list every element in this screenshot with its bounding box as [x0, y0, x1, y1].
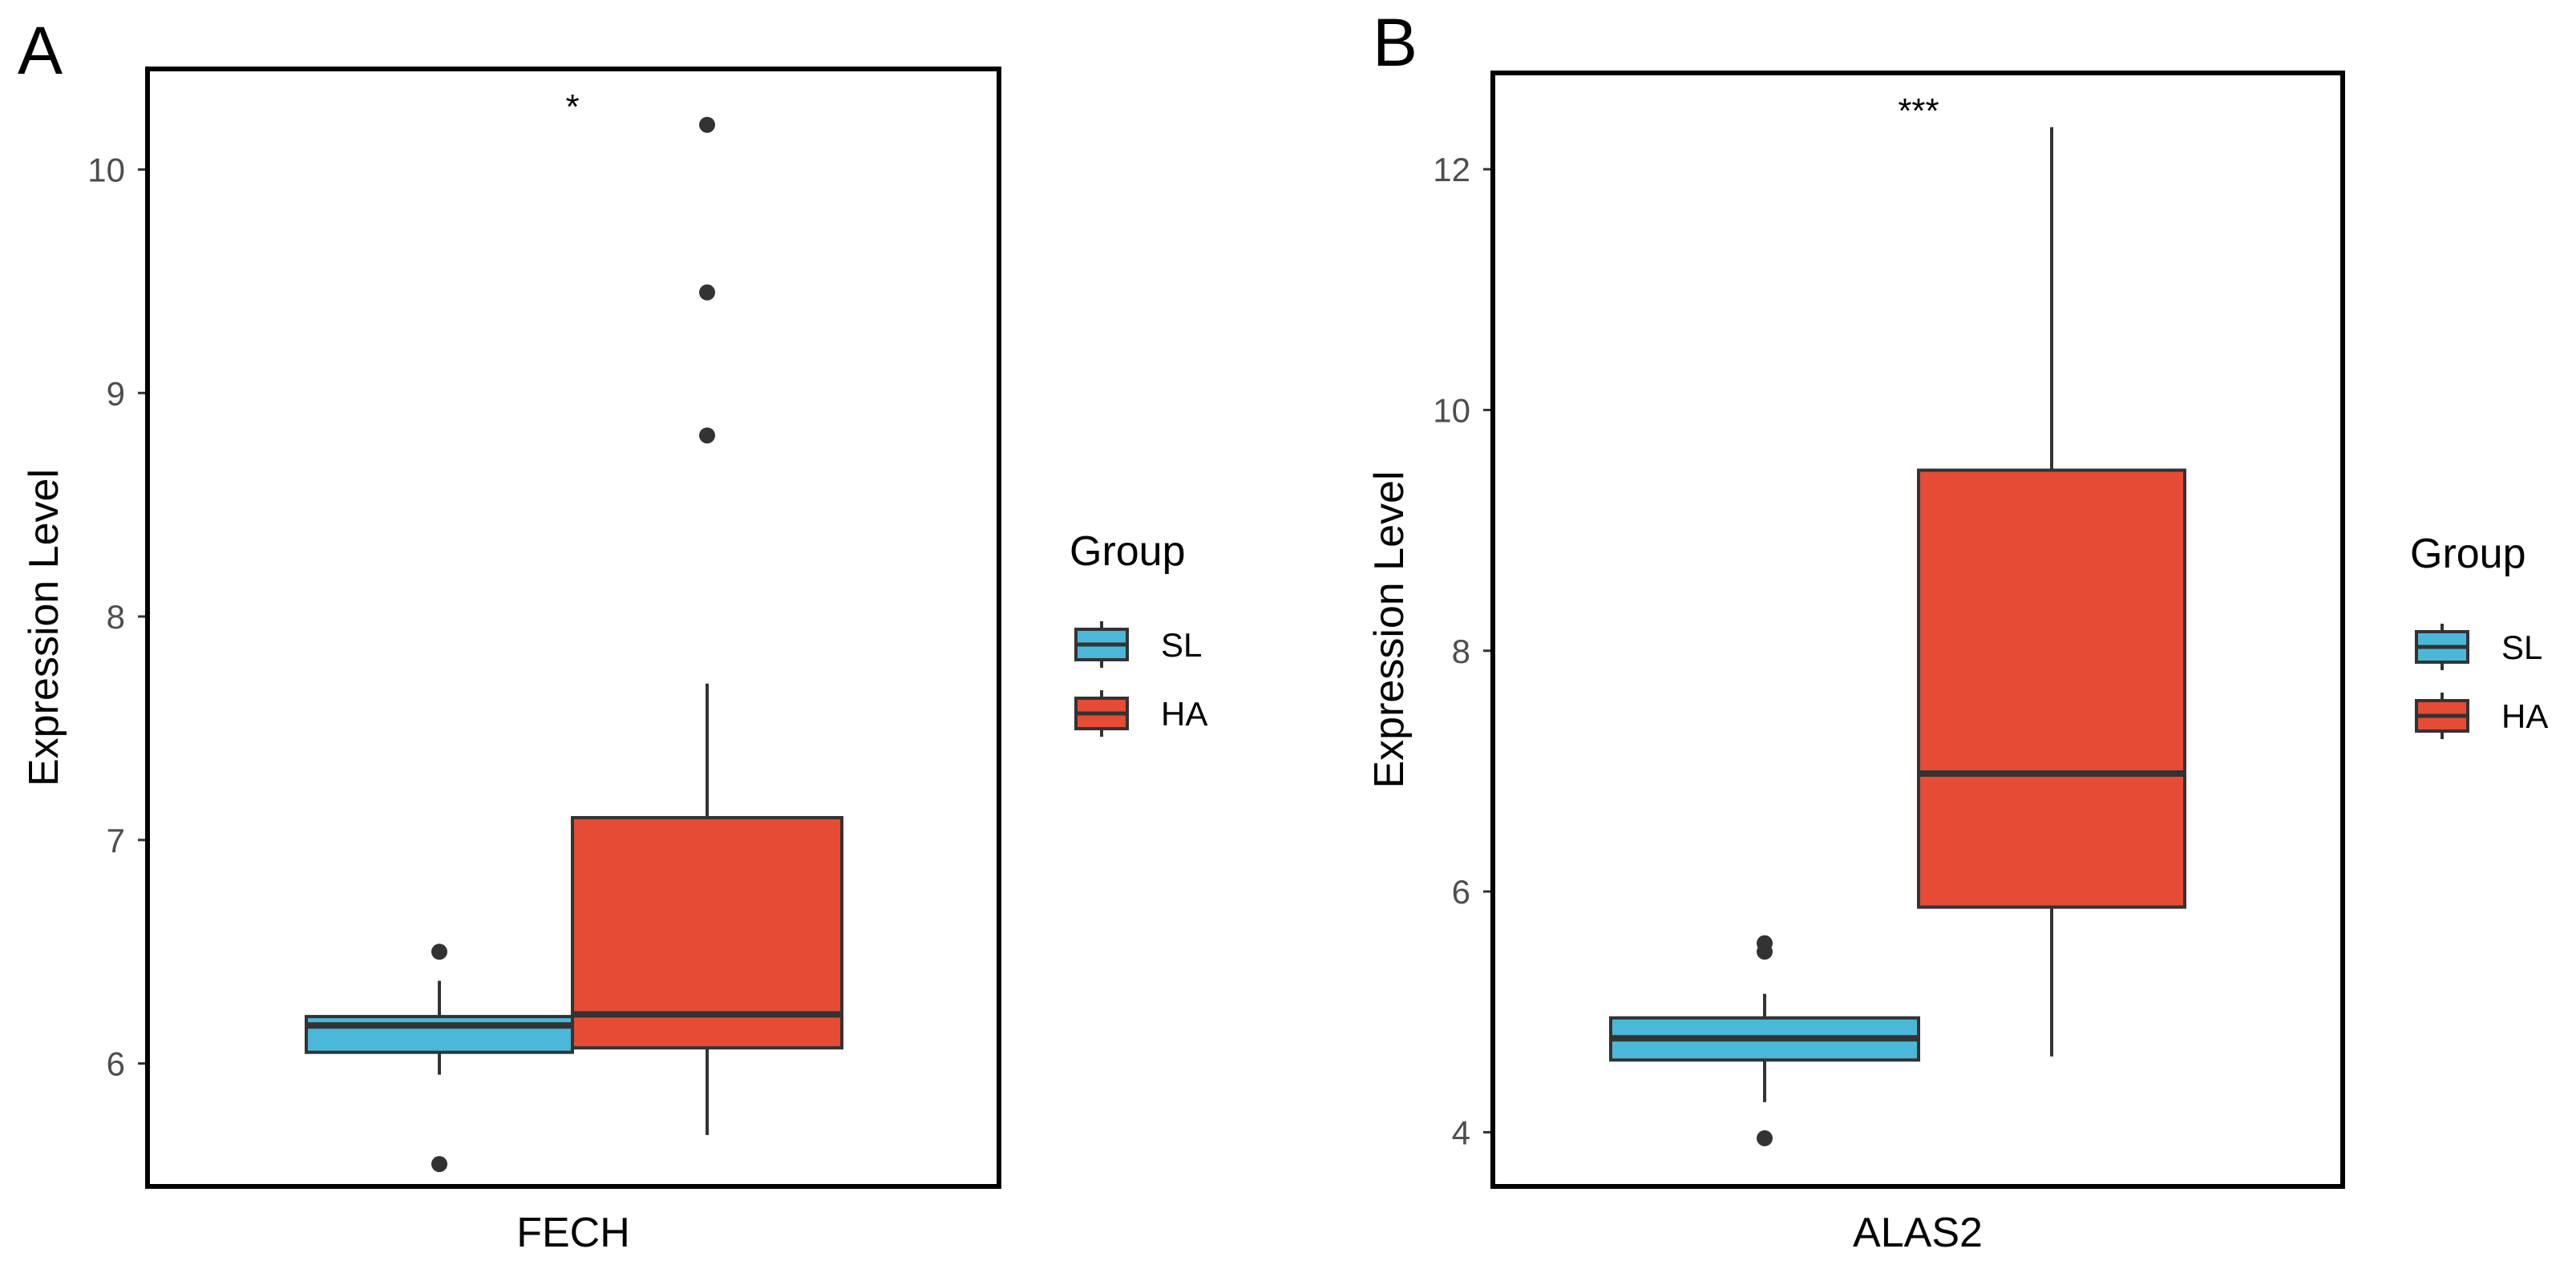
y-axis-label: Expression Level [1366, 471, 1413, 789]
legend-title: Group [1070, 528, 1186, 575]
legend-label: HA [1161, 695, 1207, 733]
legend: Group SL HA [2410, 531, 2548, 739]
panel-label: A [18, 13, 63, 88]
y-tick-label: 4 [1452, 1113, 1470, 1151]
panel-a: A 6 7 8 9 10 * FECH Expression Level Group SL HA [18, 13, 1207, 1256]
y-tick-label: 8 [107, 598, 125, 636]
box-ha [1917, 127, 2186, 1057]
legend: Group SL HA [1070, 528, 1207, 737]
legend-key-sl [1074, 621, 1129, 668]
outlier-point [699, 116, 715, 133]
y-tick-label: 9 [107, 374, 125, 412]
y-tick-label: 6 [1452, 873, 1470, 911]
y-tick-label: 8 [1452, 632, 1470, 670]
legend-title: Group [2410, 531, 2526, 577]
significance-label: *** [1898, 91, 1939, 131]
legend-label: SL [2501, 628, 2542, 666]
y-axis-label: Expression Level [21, 469, 67, 786]
panel-b: B 4 6 8 10 12 *** ALAS2 Expression Level Group SL H… [1366, 5, 2548, 1256]
outlier-point [699, 427, 715, 444]
outlier-point [431, 944, 447, 960]
legend-key-sl [2415, 624, 2469, 670]
legend-key-ha [1074, 690, 1129, 737]
x-axis-label: FECH [516, 1210, 630, 1256]
y-tick-label: 10 [1433, 391, 1470, 429]
legend-label: HA [2501, 697, 2548, 735]
legend-key-ha [2415, 693, 2469, 739]
box-body [305, 1015, 574, 1054]
y-tick-label: 7 [107, 822, 125, 859]
y-tick-label: 12 [1433, 151, 1470, 188]
legend-label: SL [1161, 626, 1202, 664]
outlier-point [1757, 1129, 1773, 1146]
plot-border [145, 67, 1001, 1189]
outlier-point [1757, 944, 1773, 960]
y-tick-label: 10 [87, 151, 125, 188]
plot-border [1490, 71, 2345, 1189]
box-sl [305, 944, 574, 1173]
significance-label: * [565, 87, 579, 127]
box-body [1917, 468, 2186, 909]
outlier-point [431, 1156, 447, 1173]
panel-label: B [1373, 5, 1417, 80]
x-axis-label: ALAS2 [1853, 1210, 1983, 1256]
box-body [571, 815, 843, 1050]
outlier-point [699, 284, 715, 301]
y-tick-label: 6 [107, 1045, 125, 1083]
box-sl [1609, 935, 1920, 1146]
box-ha [571, 116, 843, 1135]
